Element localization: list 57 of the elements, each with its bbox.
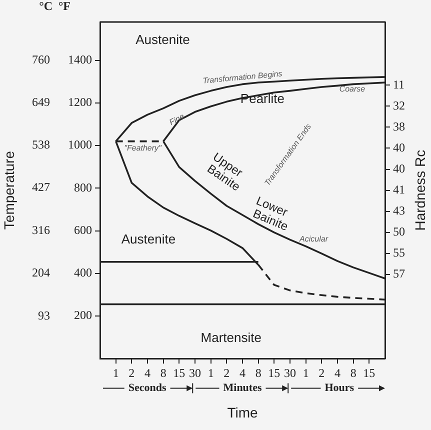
y3-tick-label: 316 [32,222,50,237]
y-tick-label: 800 [74,180,92,194]
annotation: Coarse [339,84,366,94]
x-tick-label: 4 [240,366,246,380]
y-tick-label: 400 [74,266,92,280]
y-axis-title: Temperature [0,150,17,230]
text: Seconds [128,382,167,394]
annotation: Austenite [121,231,176,246]
x-tick-label: 2 [128,366,135,380]
x-tick-label: 15 [173,366,186,380]
y3-tick-label: 427 [32,180,50,194]
category-label: 40 [393,140,405,154]
x-tick-label: 1 [302,366,309,380]
x-tick-label: 1 [208,366,214,380]
category-label: 55 [393,246,405,260]
x-tick-label: 8 [350,366,356,380]
category-label: 50 [393,224,405,239]
y3-tick-label: 93 [38,308,50,322]
x-axis-title: Time [227,404,258,420]
category-label: 40 [393,161,405,176]
annotation: Martensite [200,330,262,345]
x-tick-label: 8 [255,366,262,380]
category-label: 43 [393,203,405,218]
x-tick-label: 15 [363,366,376,380]
y3-tick-label: 760 [32,52,50,66]
category-label: 11 [393,77,405,92]
annotation: "Feathery" [124,143,163,152]
text: °C [39,0,53,13]
x-tick-label: 30 [284,366,296,380]
y3-tick-label: 649 [32,95,50,110]
text: Hours [324,382,355,394]
x-tick-label: 4 [334,366,340,380]
text: Minutes [223,382,262,394]
annotation: Acicular [298,234,328,244]
y-tick-label: 1200 [68,95,92,110]
y3-tick-label: 204 [32,266,50,280]
x-tick-label: 4 [144,366,150,380]
annotation: Fine [168,111,186,128]
annotation: Austenite [136,32,190,48]
y-tick-label: 600 [74,222,92,237]
y-tick-label: 1000 [68,138,92,152]
x-tick-label: 30 [189,366,201,380]
annotation: Transformation Begins [202,69,283,86]
x-tick-label: 15 [268,366,280,380]
text: °F [58,0,70,13]
category-label: 57 [393,266,405,281]
y-tick-label: 200 [74,308,92,322]
y2-axis-title: Hardness Rc [412,150,428,231]
x-tick-label: 2 [224,366,230,380]
category-label: 41 [393,182,405,196]
x-tick-label: 1 [112,366,119,380]
x-tick-label: 8 [160,366,166,380]
category-label: 32 [393,98,405,112]
y3-tick-label: 538 [32,138,50,152]
x-tick-label: 2 [318,366,325,380]
y-tick-label: 1400 [68,52,92,67]
category-label: 38 [393,119,405,134]
